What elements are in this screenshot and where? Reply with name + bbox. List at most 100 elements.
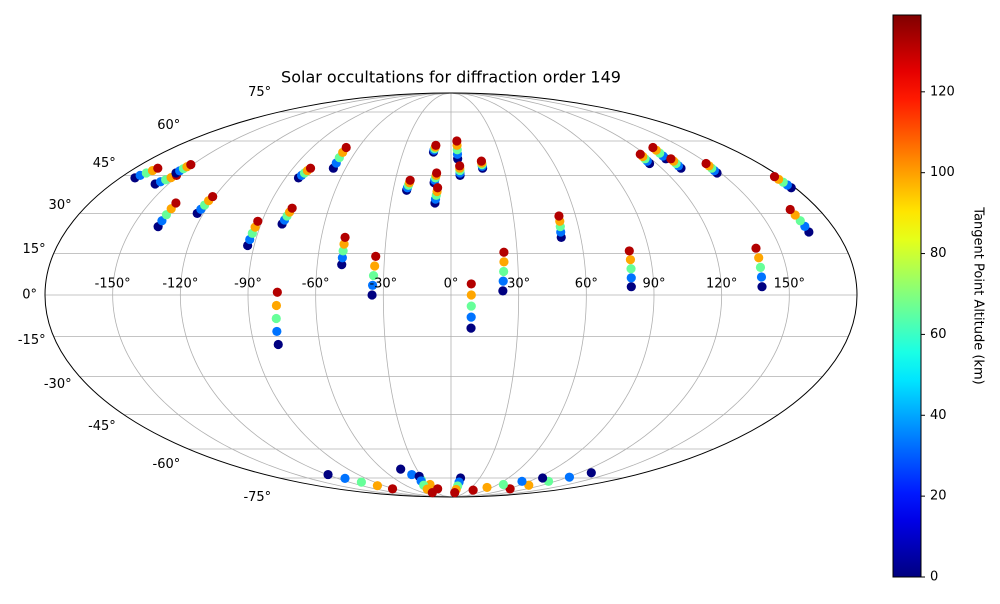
chart-title: Solar occultations for diffraction order… <box>281 68 621 87</box>
y-tick-label: 45° <box>93 156 116 171</box>
occultation-point <box>554 211 564 221</box>
map-boundary <box>44 92 858 498</box>
occultation-point <box>368 271 379 281</box>
occultation-point <box>482 482 492 493</box>
colorbar-tick-label: 120 <box>930 84 955 99</box>
occultation-point <box>524 480 534 490</box>
occultation-point <box>273 339 283 350</box>
occultation-point <box>372 481 383 491</box>
meridian-grid-line <box>247 92 452 498</box>
occultation-point <box>476 156 487 166</box>
y-tick-label: 15° <box>23 242 46 257</box>
occultation-point <box>338 246 348 256</box>
colorbar <box>892 14 922 578</box>
occultation-point <box>564 472 575 482</box>
occultation-point <box>371 251 381 261</box>
occultation-point <box>370 261 380 271</box>
x-tick-label: 0° <box>444 277 459 292</box>
occultation-point <box>757 282 767 292</box>
labels: -150° -120° -90° -60° -30° 0° 30° 60° 90° 120° 150… <box>18 85 805 505</box>
occultation-point <box>498 479 508 490</box>
y-tick-label: -75° <box>243 490 271 505</box>
occultation-point <box>455 161 465 171</box>
occultation-point <box>337 253 347 263</box>
meridian-grid-line <box>450 92 587 498</box>
occultation-point <box>272 326 282 337</box>
meridian-grid-line <box>450 92 520 498</box>
colorbar-tick-label: 0 <box>930 570 938 585</box>
y-tick-label: -60° <box>153 457 181 472</box>
occultation-point <box>498 276 508 286</box>
occultation-point <box>785 204 795 215</box>
occultation-point <box>756 272 767 282</box>
occultation-point <box>272 287 282 297</box>
points <box>130 136 814 498</box>
y-tick-label: 0° <box>22 288 37 303</box>
colorbar-tick-label: 40 <box>930 408 947 423</box>
occultation-point <box>405 175 415 185</box>
occultation-point <box>305 163 316 173</box>
y-tick-label: -15° <box>18 333 46 348</box>
occultation-point <box>625 255 636 265</box>
occultation-point <box>466 279 476 289</box>
meridian-grid-line <box>450 92 655 498</box>
occultation-point <box>498 286 508 296</box>
x-tick-label: 150° <box>774 277 805 292</box>
occultation-point <box>367 280 378 290</box>
occultation-point <box>339 239 349 249</box>
occultation-point <box>367 290 377 300</box>
occultation-point <box>626 273 636 283</box>
occultation-point <box>466 312 476 322</box>
occultation-point <box>701 158 711 169</box>
y-tick-label: -30° <box>44 377 72 392</box>
x-tick-label: -120° <box>162 277 198 292</box>
occultation-point <box>208 191 218 202</box>
y-tick-label: -45° <box>88 419 116 434</box>
occultation-point <box>337 260 347 270</box>
occultation-point <box>407 469 417 480</box>
occultation-point <box>340 232 350 242</box>
colorbar-tick-label: 100 <box>930 165 955 180</box>
occultation-point <box>287 203 297 213</box>
occultation-point <box>253 216 263 226</box>
occultation-point <box>186 160 196 170</box>
colorbar-tick-label: 60 <box>930 327 947 342</box>
x-tick-label: 30° <box>507 277 530 292</box>
occultation-point <box>626 282 636 292</box>
occultation-point <box>499 257 509 267</box>
occultation-point <box>626 264 636 274</box>
occultation-point <box>635 149 645 159</box>
occultation-point <box>586 468 596 478</box>
occultation-point <box>666 154 676 164</box>
meridian-grid-line <box>315 92 452 498</box>
occultation-point <box>755 262 766 272</box>
x-tick-label: -90° <box>234 277 262 292</box>
y-tick-label: 60° <box>157 118 180 133</box>
meridian-grid-line <box>450 92 790 498</box>
y-tick-label: 30° <box>49 198 72 213</box>
occultation-point <box>387 484 398 494</box>
y-tick-label: 75° <box>248 85 271 100</box>
occultation-point <box>341 142 351 153</box>
meridian-grid-line <box>382 92 452 498</box>
meridian-grid-line <box>179 92 452 498</box>
occultation-point <box>396 464 406 474</box>
occultation-point <box>171 198 181 208</box>
occultation-point <box>271 313 281 324</box>
occultation-point <box>432 168 442 178</box>
occultation-point <box>340 473 350 483</box>
occultation-point <box>769 172 780 182</box>
occultation-point <box>356 477 366 487</box>
meridian-grid-line <box>450 92 723 498</box>
x-tick-label: -60° <box>302 277 330 292</box>
grid <box>44 92 858 498</box>
occultation-point <box>466 323 476 333</box>
occultation-point <box>468 485 478 495</box>
occultation-point <box>466 290 476 300</box>
occultation-point <box>754 253 764 263</box>
meridian-grid-line <box>112 92 452 498</box>
occultation-point <box>450 488 460 498</box>
occultation-point <box>505 484 515 494</box>
